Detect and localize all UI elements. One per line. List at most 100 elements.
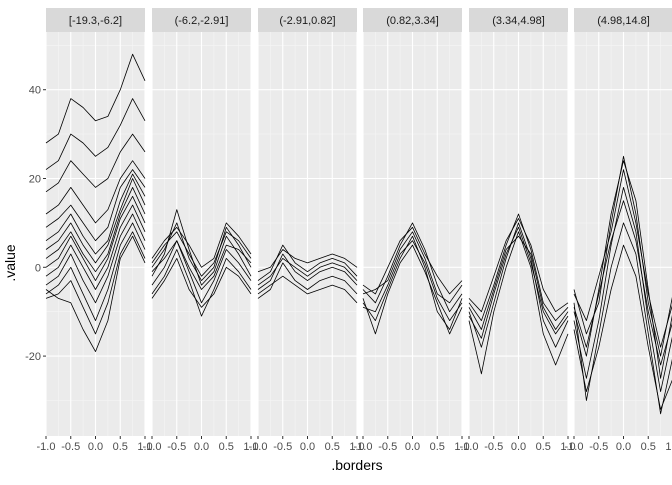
y-tick-label: 0 [35,262,41,274]
x-tick-label: 1.0 [243,441,258,453]
x-tick-label: 0.0 [405,441,420,453]
panel-strip [258,8,357,32]
series-line [257,262,358,299]
series-line [45,98,146,170]
series-line [45,235,146,353]
x-tick-label: 1.0 [137,441,152,453]
x-tick-label: 1.0 [454,441,469,453]
x-tick-label: -0.5 [61,441,80,453]
series-line [257,244,358,281]
panel-strip [574,8,672,32]
x-tick-label: 0.0 [616,441,631,453]
series-line [362,222,463,313]
series-line [257,253,358,290]
series-line [45,178,146,264]
series-line [151,249,252,317]
x-tick-label: 0.5 [113,441,128,453]
x-tick-label: -1.0 [37,441,56,453]
x-axis-title: .borders [331,457,382,473]
panel-strip-label: (-6.2,-2.91] [175,15,229,27]
series-line [573,155,672,357]
series-line [362,244,463,335]
x-tick-label: 0.5 [325,441,340,453]
x-tick-label: 0.5 [641,441,656,453]
series-line [468,231,569,375]
x-tick-label: -0.5 [484,441,503,453]
panel-5: (3.34,4.98] -1.0 -0.5 0.0 0.5 1.0 [460,8,576,453]
series-line [257,249,358,273]
panel-strip-label: [-19.3,-6.2] [69,15,122,27]
series-line [45,160,146,224]
y-tick-label: 40 [29,85,41,97]
x-tick-label: -1.0 [143,441,162,453]
x-tick-label: -1.0 [460,441,479,453]
series-line [573,186,672,393]
x-tick-label: -0.5 [589,441,608,453]
x-tick-label: -0.5 [167,441,186,453]
series-line [45,231,146,335]
series-line [45,133,146,193]
series-line [45,222,146,322]
x-tick-label: 0.0 [88,441,103,453]
series-line [573,169,672,348]
series-line [45,53,146,144]
panel-strip-label: (4.98,14.8] [597,15,650,27]
series-line [468,226,569,339]
x-tick-label: -0.5 [378,441,397,453]
series-line [362,231,463,304]
series-line [573,244,672,410]
series-line [45,213,146,304]
panel-strip [152,8,251,32]
series-line [45,195,146,282]
x-tick-label: 0.0 [300,441,315,453]
series-line [468,218,569,313]
x-tick-label: 0.5 [430,441,445,453]
panel-strip [363,8,462,32]
x-tick-label: 0.5 [219,441,234,453]
y-tick-label: -20 [25,351,41,363]
panel-4: (0.82,3.34] -1.0 -0.5 0.0 0.5 1.0 [354,8,470,453]
panel-strip-label: (0.82,3.34] [386,15,439,27]
panel-2: (-6.2,-2.91] -1.0 -0.5 0.0 0.5 1.0 [143,8,259,453]
series-line [468,222,569,348]
x-tick-label: -1.0 [354,441,373,453]
panel-strip [469,8,568,32]
series-line [573,200,672,366]
panels-layer: [-19.3,-6.2]-1.0 -0.5 0.0 0.5 1.0(-6.2,-2.91… [37,8,672,453]
x-tick-label: 0.0 [194,441,209,453]
x-tick-label: 1.0 [349,441,364,453]
series-line [151,240,252,290]
x-tick-label: 0.5 [536,441,551,453]
panel-strip [46,8,145,32]
series-line [362,240,463,322]
series-line [362,226,463,295]
y-axis-title: .value [2,244,18,282]
y-tick-label: 20 [29,174,41,186]
x-tick-label: 1.0 [665,441,672,453]
series-line [468,213,569,322]
series-line [257,257,358,286]
axes-layer: -20 0 20 40 [25,85,46,363]
panel-strip-label: (-2.91,0.82] [279,15,335,27]
series-line [151,240,252,304]
panel-1: [-19.3,-6.2] -1.0 -0.5 0.0 0.5 1.0 [37,8,153,453]
x-tick-label: 0.0 [511,441,526,453]
x-tick-label: -1.0 [565,441,584,453]
series-line [45,204,146,290]
panel-6: (4.98,14.8] -1.0 -0.5 0.0 0.5 1.0 [565,8,672,453]
series-line [257,275,358,304]
series-line [151,222,252,268]
series-line [151,231,252,277]
series-line [45,169,146,242]
panel-strip-label: (3.34,4.98] [492,15,545,27]
x-tick-label: 1.0 [560,441,575,453]
series-line [151,257,252,308]
x-tick-label: -0.5 [273,441,292,453]
series-line [45,173,146,255]
x-tick-label: -1.0 [249,441,268,453]
series-line [45,186,146,273]
series-line [468,235,569,330]
panel-3: (-2.91,0.82] -1.0 -0.5 0.0 0.5 1.0 [249,8,365,453]
